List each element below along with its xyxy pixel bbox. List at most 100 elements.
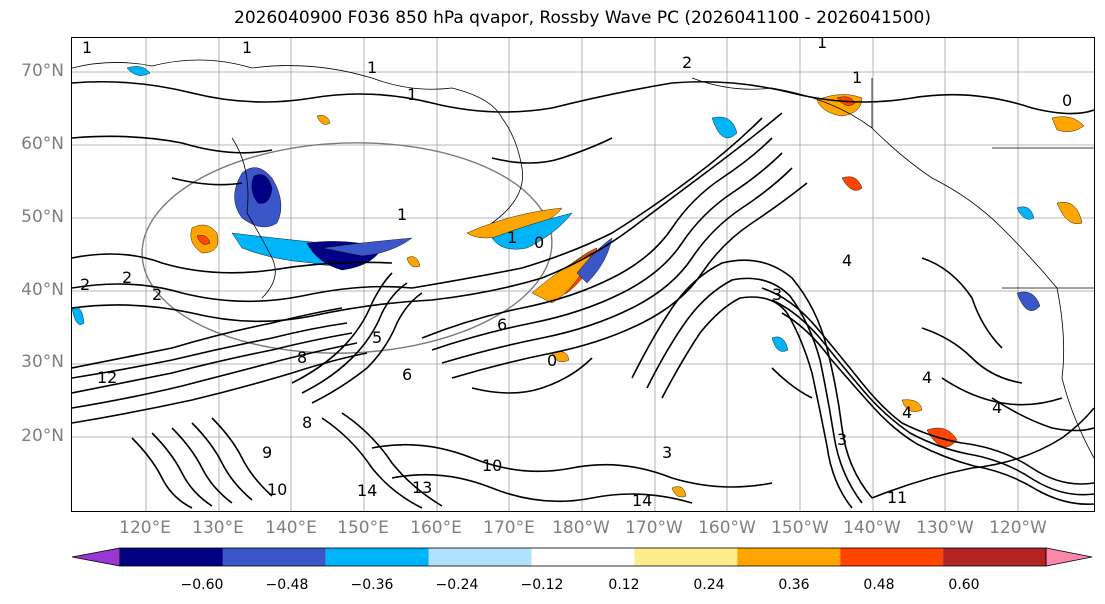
colorbar-extension-max	[1045, 547, 1093, 567]
contour-label: 1	[852, 68, 862, 87]
lat-label-50n: 50°N	[21, 207, 64, 227]
lon-label-160w: 160°W	[698, 518, 756, 538]
contour-label: 8	[302, 413, 312, 432]
region-circle	[141, 142, 553, 354]
lon-label-150e: 150°E	[337, 518, 389, 538]
contour-label: 5	[372, 328, 382, 347]
contour-label: 2	[152, 285, 162, 304]
anomaly-blob-positive	[671, 486, 687, 498]
colorbar-extension-min	[71, 547, 121, 567]
colorbar-segment	[531, 548, 635, 566]
contour-label: 4	[902, 403, 912, 422]
anomaly-blob-positive	[926, 427, 958, 448]
anomaly-blob-negative	[126, 66, 151, 76]
contour-label: 1	[397, 205, 407, 224]
anomaly-blob-positive	[466, 207, 563, 239]
colorbar-segment	[428, 548, 532, 566]
lon-label-150w: 150°W	[771, 518, 829, 538]
lon-label-130w: 130°W	[916, 518, 974, 538]
anomaly-blob-negative	[72, 306, 85, 325]
contour-label: 4	[842, 251, 852, 270]
colorbar-segment	[325, 548, 429, 566]
colorbar-segment	[634, 548, 738, 566]
contour-label: 14	[632, 491, 652, 510]
anomaly-blob-positive	[316, 115, 331, 125]
colorbar-tick: 0.12	[608, 577, 640, 593]
lon-label-120e: 120°E	[119, 518, 171, 538]
contour-label: 4	[922, 368, 932, 387]
contour-label: 10	[482, 456, 502, 475]
anomaly-blob-negative	[711, 116, 738, 139]
contour-label: 10	[267, 480, 287, 499]
contour-label: 12	[97, 368, 117, 387]
contour-label: 6	[497, 315, 507, 334]
contour-label: 0	[1062, 91, 1072, 110]
colorbar-tick: −0.48	[265, 577, 309, 593]
lon-label-170w: 170°W	[625, 518, 683, 538]
lon-label-180w: 180°W	[552, 518, 610, 538]
anomaly-blob-positive	[901, 399, 923, 412]
contour-label: 14	[357, 481, 377, 500]
qvapor-shading	[72, 66, 1085, 498]
contour-labels: 1 1 1 1 1 1 1 0 0 1 2 2 2 2 3 3 4 4 4 5 …	[80, 38, 1072, 510]
contour-label: 9	[262, 443, 272, 462]
contour-label: 1	[507, 228, 517, 247]
lon-label-160e: 160°E	[410, 518, 462, 538]
anomaly-blob-positive	[1051, 116, 1085, 132]
colorbar-segment	[120, 548, 223, 566]
anomaly-blob-positive	[531, 252, 593, 304]
contours	[72, 80, 1094, 509]
contour-label: 4	[992, 398, 1002, 417]
contour-label: 3	[772, 285, 782, 304]
contour-label: 0	[534, 233, 544, 252]
colorbar-tick: −0.24	[435, 577, 479, 593]
contour-label: 2	[682, 53, 692, 72]
colorbar-segment	[943, 548, 1046, 566]
lat-label-30n: 30°N	[21, 352, 64, 372]
lon-label-140w: 140°W	[843, 518, 901, 538]
colorbar-border	[119, 547, 1047, 567]
colorbar-tick: −0.36	[350, 577, 394, 593]
colorbar-segment	[222, 548, 326, 566]
contour-label: 2	[122, 268, 132, 287]
contour-label: 3	[662, 443, 672, 462]
colorbar-tick: 0.48	[863, 577, 895, 593]
anomaly-blob-negative	[321, 237, 413, 257]
colorbar	[71, 547, 1093, 567]
lat-label-20n: 20°N	[21, 426, 64, 446]
lat-label-60n: 60°N	[21, 134, 64, 154]
colorbar-segment	[737, 548, 841, 566]
contour-label: 1	[242, 38, 252, 57]
colorbar-tick: −0.12	[520, 577, 564, 593]
colorbar-tick: 0.60	[948, 577, 980, 593]
contour-label: 6	[402, 365, 412, 384]
lon-label-130e: 130°E	[192, 518, 244, 538]
contour-label: 1	[407, 85, 417, 104]
lon-label-140e: 140°E	[265, 518, 317, 538]
anomaly-blob-negative	[771, 336, 789, 352]
anomaly-blob-negative	[1016, 291, 1041, 311]
contour-label: 3	[837, 430, 847, 449]
contour-label: 0	[547, 351, 557, 370]
lat-label-70n: 70°N	[21, 61, 64, 81]
colorbar-tick: 0.36	[778, 577, 810, 593]
anomaly-blob-positive	[841, 176, 863, 191]
lon-label-170e: 170°E	[483, 518, 535, 538]
contour-label: 1	[82, 38, 92, 57]
anomaly-blob-negative	[251, 174, 273, 204]
map-canvas: 1 1 1 1 1 1 1 0 0 1 2 2 2 2 3 3 4 4 4 5 …	[72, 38, 1094, 511]
lat-label-40n: 40°N	[21, 280, 64, 300]
coastlines	[72, 59, 1094, 459]
anomaly-blob-positive	[196, 235, 211, 245]
anomaly-blob-positive	[1056, 202, 1083, 224]
anomaly-blob-positive	[406, 256, 421, 268]
anomaly-blob-negative	[491, 212, 573, 250]
anomaly-blob-negative	[1016, 206, 1035, 220]
contour-label: 13	[412, 478, 432, 497]
map-title: 2026040900 F036 850 hPa qvapor, Rossby W…	[234, 8, 931, 28]
colorbar-tick: −0.60	[180, 577, 224, 593]
contour-label: 1	[367, 58, 377, 77]
contour-label: 8	[297, 348, 307, 367]
lon-label-120w: 120°W	[989, 518, 1047, 538]
map-panel[interactable]: 1 1 1 1 1 1 1 0 0 1 2 2 2 2 3 3 4 4 4 5 …	[71, 37, 1095, 512]
